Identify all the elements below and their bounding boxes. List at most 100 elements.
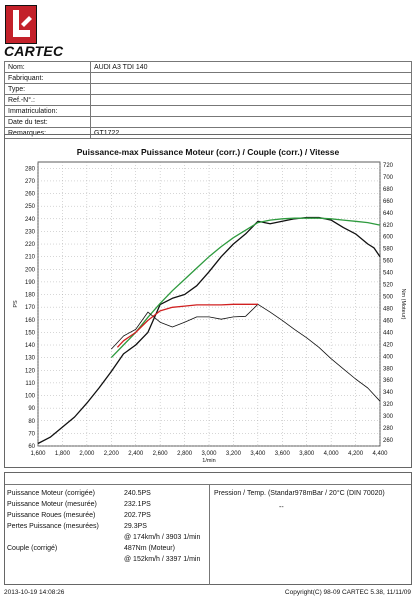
info-label: Type: [4,83,91,95]
x-tick-label: 3,200 [226,451,242,457]
y2-tick-label: 680 [383,187,394,193]
result-label: Pertes Puissance (mesurées) [7,523,99,530]
y2-tick-label: 380 [383,366,394,372]
info-label: Remarques: [4,127,91,139]
y-tick-label: 190 [25,280,36,286]
info-row: Immatriculation: [4,105,412,117]
y-tick-label: 210 [25,255,36,261]
info-label: Immatriculation: [4,105,91,117]
info-row: Date du test: [4,116,412,128]
y2-tick-label: 560 [383,259,394,265]
y2-tick-label: 500 [383,295,394,301]
result-label: Couple (corrigé) [7,545,58,552]
y2-tick-label: 520 [383,283,394,289]
y-tick-label: 140 [25,343,36,349]
result-value: 240.5PS [124,490,151,497]
x-tick-label: 4,000 [324,451,340,457]
y2-tick-label: 540 [383,271,394,277]
x-tick-label: 2,800 [177,451,193,457]
x-tick-label: 2,200 [104,451,120,457]
y2-tick-label: 480 [383,306,394,312]
y-tick-label: 250 [25,204,36,210]
x-tick-label: 3,000 [201,451,217,457]
y-tick-label: 70 [28,431,35,437]
y-tick-label: 220 [25,242,36,248]
y-tick-label: 200 [25,267,36,273]
info-row: Fabriquant: [4,72,412,84]
result-value: 202.7PS [124,512,151,519]
result-label: Puissance Moteur (corrigée) [7,490,95,497]
x-tick-label: 4,200 [348,451,364,457]
y2-axis-label: Nm (Moteur) [400,289,406,320]
results-divider [5,484,411,485]
vehicle-info-table: Nom: AUDI A3 TDI 140 Fabriquant: Type: Ref.-… [4,61,412,139]
info-label: Date du test: [4,116,91,128]
info-value: AUDI A3 TDI 140 [90,61,412,73]
x-tick-label: 1,800 [55,451,71,457]
y-tick-label: 60 [28,444,35,450]
y-tick-label: 160 [25,318,36,324]
y-tick-label: 180 [25,293,36,299]
series-line-1 [37,216,381,445]
logo-text: CARTEC [4,43,64,59]
y2-tick-label: 720 [383,163,394,169]
y2-tick-label: 700 [383,175,394,181]
info-value: GT1722 [90,127,412,139]
y-tick-label: 280 [25,166,36,172]
y2-tick-label: 280 [383,426,394,432]
x-tick-label: 2,400 [128,451,144,457]
x-tick-label: 2,000 [79,451,95,457]
x-tick-label: 3,800 [299,451,315,457]
y2-tick-label: 460 [383,318,394,324]
y-tick-label: 120 [25,368,36,374]
y-tick-label: 270 [25,179,36,185]
dyno-graph-panel: Puissance-max Puissance Moteur (corr.) /… [4,134,412,468]
results-column-divider [209,484,210,585]
y-tick-label: 130 [25,356,36,362]
y-tick-label: 90 [28,406,35,412]
y2-tick-label: 400 [383,354,394,360]
result-value: 487Nm (Moteur) [124,545,175,552]
y2-tick-label: 620 [383,223,394,229]
y-axis-label: PS [13,300,19,308]
y2-tick-label: 300 [383,414,394,420]
info-value [90,105,412,117]
result-value: @ 174km/h / 3903 1/min [124,534,201,541]
info-row: Ref.-N°.: [4,94,412,106]
chart-title: Puissance-max Puissance Moteur (corr.) /… [76,147,340,157]
info-label: Ref.-N°.: [4,94,91,106]
y2-tick-label: 640 [383,211,394,217]
info-value [90,116,412,128]
info-row: Type: [4,83,412,95]
info-label: Nom: [4,61,91,73]
series-line-3 [111,303,381,402]
y-tick-label: 80 [28,419,35,425]
x-axis-label: 1/min [202,458,215,464]
result-label: Puissance Moteur (mesurée) [7,501,97,508]
y-tick-label: 170 [25,305,36,311]
cartec-logo-icon [5,5,37,44]
y2-tick-label: 260 [383,438,394,444]
y2-tick-label: 360 [383,378,394,384]
y2-tick-label: 580 [383,247,394,253]
info-value [90,83,412,95]
footer-timestamp: 2013-10-19 14:08:26 [4,589,65,596]
y2-tick-label: 440 [383,330,394,336]
result-value: 232.1PS [124,501,151,508]
y-tick-label: 230 [25,229,36,235]
footer-copyright: Copyright(C) 98-09 CARTEC 5.38, 11/11/09 [284,589,411,596]
x-tick-label: 1,600 [30,451,46,457]
series-line-2 [110,217,381,359]
y2-tick-label: 340 [383,390,394,396]
x-tick-label: 2,600 [153,451,169,457]
result-value: 29.3PS [124,523,147,530]
info-label: Fabriquant: [4,72,91,84]
x-tick-label: 4,400 [372,451,388,457]
y2-tick-label: 600 [383,235,394,241]
y-tick-label: 100 [25,394,36,400]
result-value: @ 152km/h / 3397 1/min [124,556,201,563]
x-tick-label: 3,400 [250,451,266,457]
info-value [90,94,412,106]
series-line-4 [116,303,258,348]
y2-tick-label: 660 [383,199,394,205]
